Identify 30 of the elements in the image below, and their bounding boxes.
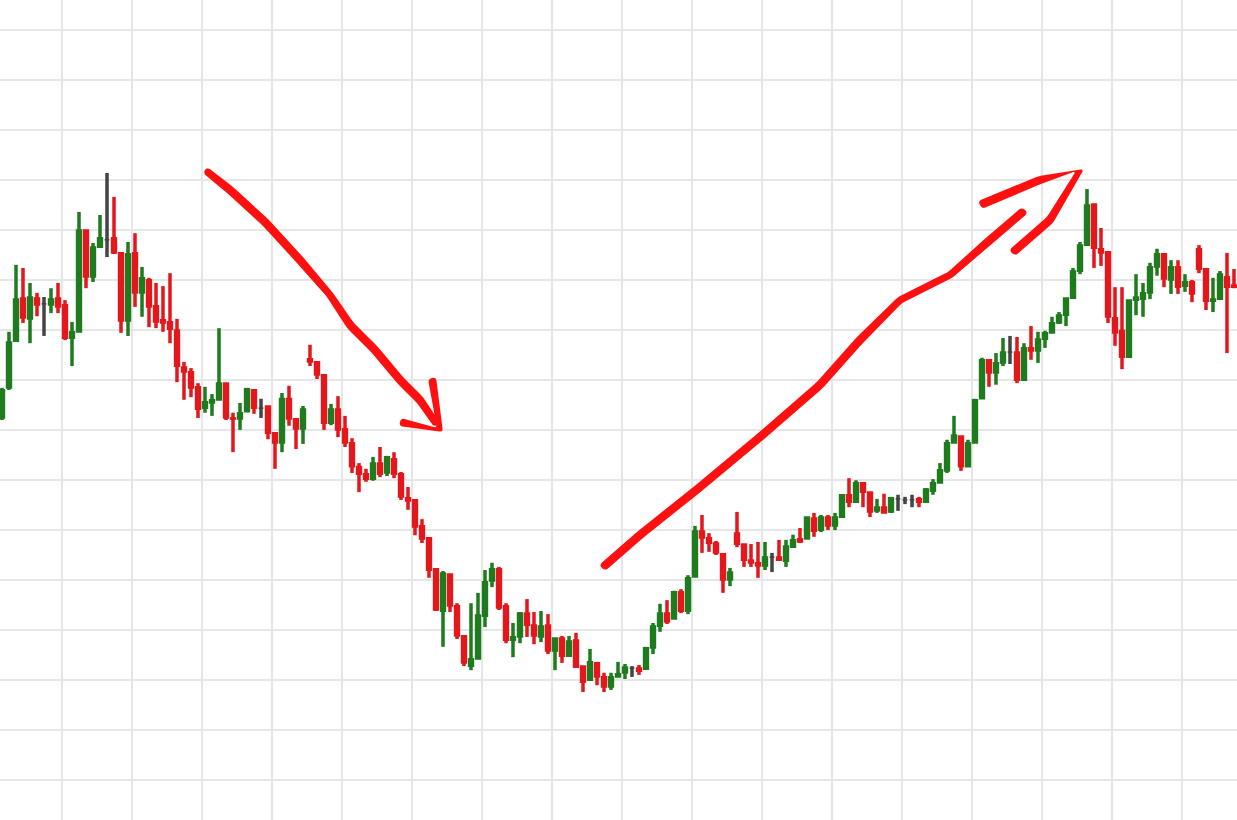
candlestick [775,538,783,562]
candlestick [852,480,860,503]
candlestick [845,478,853,508]
candlestick [726,566,734,588]
candlestick [33,292,41,317]
candlestick [138,265,146,317]
candlestick [551,637,559,671]
candlestick [369,456,377,481]
candlestick [558,634,566,663]
candlestick [1174,260,1182,294]
candlestick [565,634,573,658]
candlestick [26,283,34,344]
candlestick [1167,260,1175,294]
candlestick [810,511,818,537]
candlestick [761,541,769,571]
candlestick [327,402,335,426]
candlestick [985,358,993,387]
candlestick [663,600,671,624]
candlestick [880,493,888,514]
candlestick [1188,278,1196,303]
candlestick [586,647,594,681]
candlestick [1027,326,1035,360]
candlestick [47,288,55,315]
candlestick [250,389,258,414]
candlestick [537,611,545,643]
candlestick [677,589,685,615]
candlestick [376,447,384,479]
candlestick [19,266,27,323]
candlestick [803,516,811,540]
candlestick [299,406,307,444]
